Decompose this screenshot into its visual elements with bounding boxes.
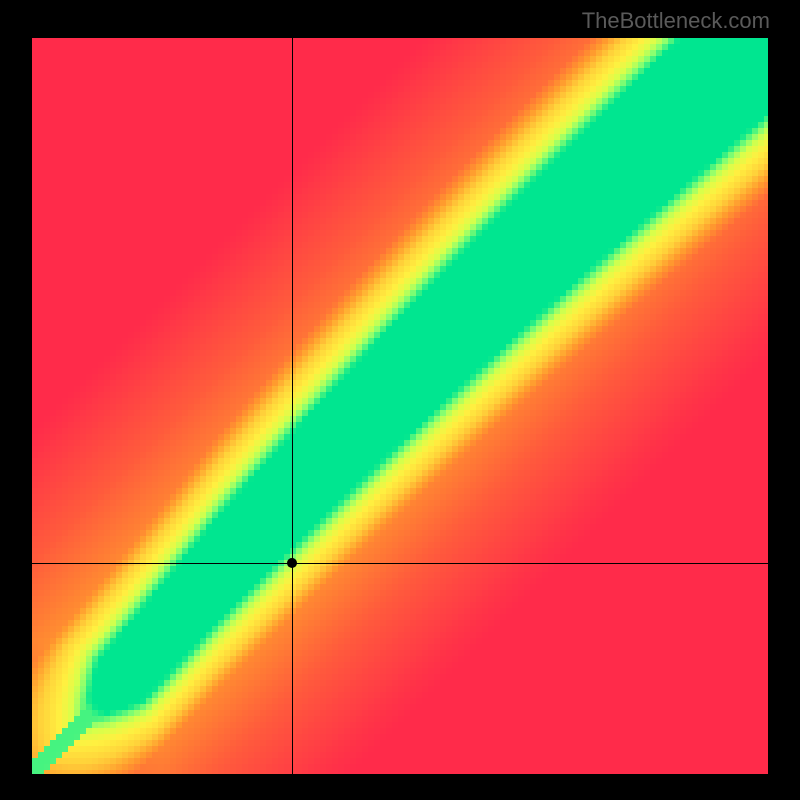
watermark-text: TheBottleneck.com (582, 8, 770, 34)
root-container: TheBottleneck.com (0, 0, 800, 800)
heatmap-canvas (32, 38, 768, 774)
heatmap-plot (32, 38, 768, 774)
